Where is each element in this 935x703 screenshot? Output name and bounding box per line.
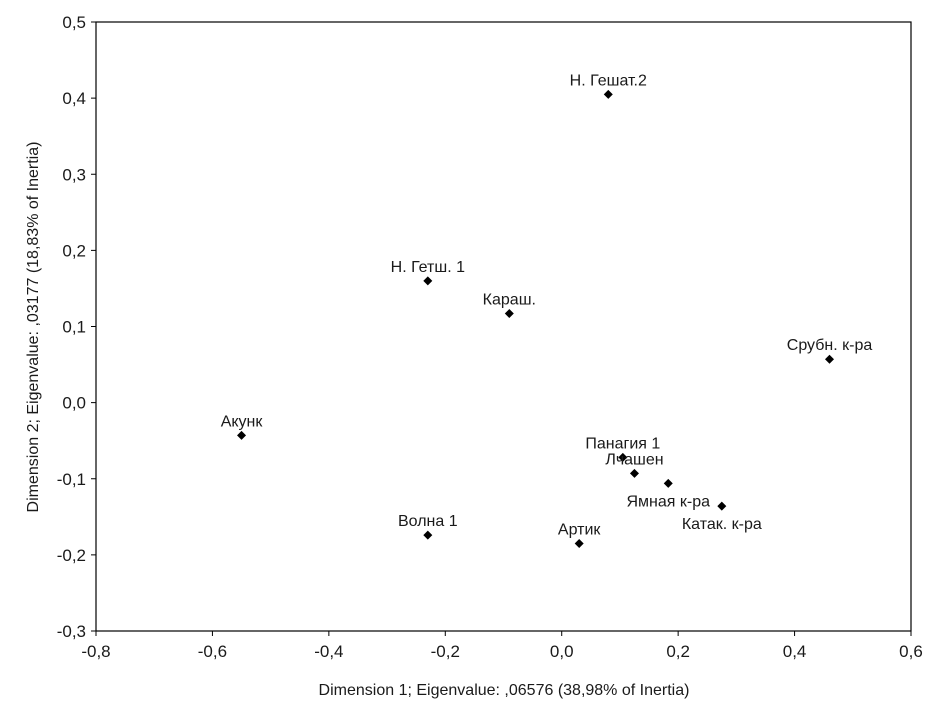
data-point-label: Панагия 1	[585, 435, 660, 452]
y-tick-label: 0,4	[62, 89, 86, 108]
data-point-label: Караш.	[483, 292, 536, 309]
y-tick-label: -0,3	[57, 622, 86, 641]
y-tick-label: 0,1	[62, 318, 86, 337]
data-points: Н. Гешат.2 Н. Гетш. 1 Караш. Срубн. к-ра Аку…	[221, 72, 873, 548]
x-tick-label: 0,6	[899, 642, 923, 661]
data-point-label: Катак. к-ра	[682, 516, 762, 533]
x-tick-label: 0,0	[550, 642, 574, 661]
x-tick-label: 0,4	[783, 642, 807, 661]
y-axis-title: Dimension 2; Eigenvalue: ,03177 (18,83% …	[25, 142, 42, 513]
x-tick-label: -0,8	[81, 642, 110, 661]
y-tick-label: -0,1	[57, 470, 86, 489]
data-point-marker	[423, 530, 433, 540]
x-tick-label: 0,2	[666, 642, 690, 661]
data-point-label: Артик	[558, 521, 601, 538]
data-point-label: Акунк	[221, 413, 264, 430]
x-tick-label: -0,2	[431, 642, 460, 661]
x-axis-title: Dimension 1; Eigenvalue: ,06576 (38,98% …	[319, 682, 690, 699]
y-axis-ticks: -0,3 -0,2 -0,1 0,0 0,1 0,2 0,3 0,4 0,5	[57, 13, 96, 641]
data-point-marker	[603, 89, 613, 99]
data-point-marker	[618, 452, 628, 462]
data-point-marker	[423, 276, 433, 286]
y-tick-label: 0,5	[62, 13, 86, 32]
data-point-marker	[237, 430, 247, 440]
y-tick-label: -0,2	[57, 546, 86, 565]
data-point-marker	[574, 538, 584, 548]
data-point-marker	[663, 478, 673, 488]
data-point-label: Н. Гетш. 1	[391, 259, 465, 276]
data-point-marker	[825, 354, 834, 364]
data-point-label: Ямная к-ра	[626, 493, 710, 510]
y-tick-label: 0,3	[62, 165, 86, 184]
data-point-label: Волна 1	[398, 513, 458, 530]
data-point-label: Н. Гешат.2	[570, 72, 647, 89]
data-point-marker	[629, 468, 639, 478]
data-point-label: Срубн. к-ра	[787, 337, 873, 354]
data-point-marker	[717, 501, 727, 511]
x-axis-ticks: -0,8 -0,6 -0,4 -0,2 0,0 0,2 0,4 0,6	[81, 631, 923, 661]
x-tick-label: -0,6	[198, 642, 227, 661]
data-point-label: Лчашен	[605, 451, 663, 468]
y-tick-label: 0,0	[62, 394, 86, 413]
x-tick-label: -0,4	[314, 642, 343, 661]
data-point-marker	[504, 309, 514, 319]
y-tick-label: 0,2	[62, 241, 86, 260]
